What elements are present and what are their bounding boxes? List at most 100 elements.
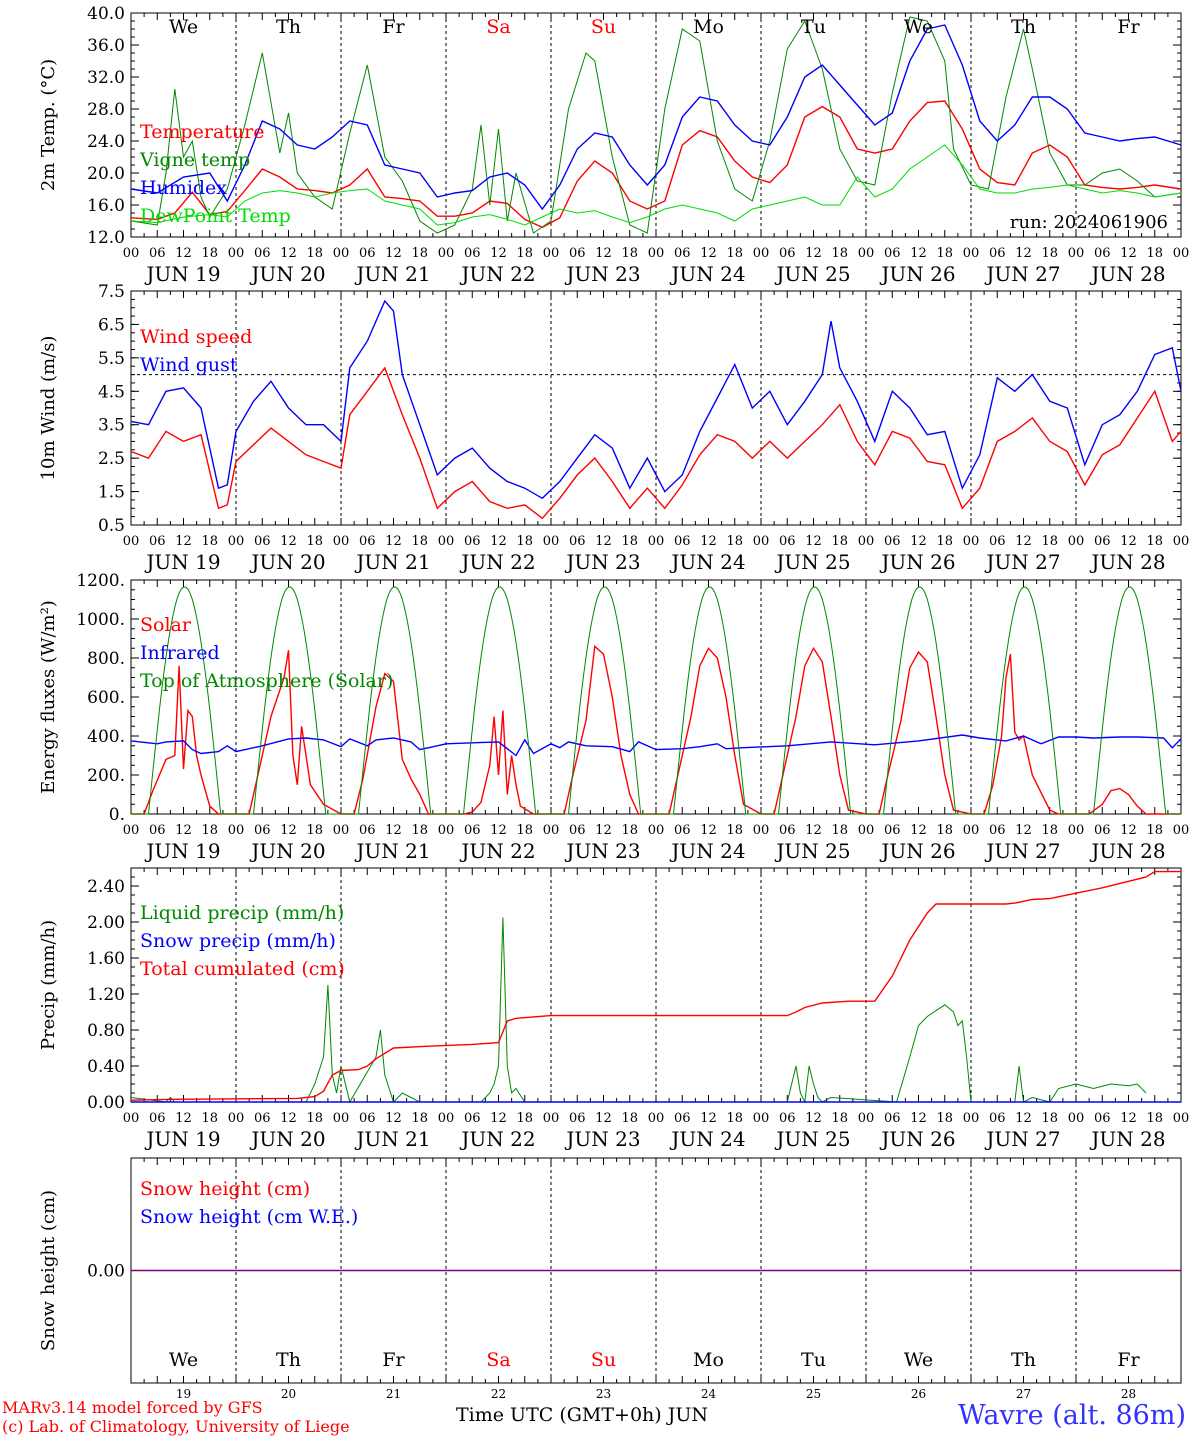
date-label: JUN 22 bbox=[459, 262, 535, 286]
y-tick-label: 7.5 bbox=[98, 282, 125, 302]
hour-tick-label: 06 bbox=[149, 534, 166, 549]
day-name-top: Mo bbox=[693, 16, 724, 38]
hour-tick-label: 12 bbox=[700, 534, 717, 549]
hour-tick-label: 06 bbox=[989, 534, 1006, 549]
y-tick-label: 1.60 bbox=[87, 949, 125, 969]
location-label: Wavre (alt. 86m) bbox=[958, 1400, 1186, 1431]
hour-tick-label: 00 bbox=[1173, 1111, 1190, 1126]
y-tick-label: 1200. bbox=[76, 571, 125, 591]
hour-tick-label: 12 bbox=[805, 823, 822, 838]
y-tick-label: 200. bbox=[87, 766, 125, 786]
hour-tick-label: 12 bbox=[280, 534, 297, 549]
hour-tick-label: 12 bbox=[910, 246, 927, 261]
hour-tick-label: 00 bbox=[228, 246, 245, 261]
hour-tick-label: 00 bbox=[1068, 823, 1085, 838]
legend-entry: Snow height (cm W.E.) bbox=[140, 1206, 358, 1228]
hour-tick-label: 18 bbox=[621, 1111, 638, 1126]
hour-tick-label: 00 bbox=[1068, 246, 1085, 261]
hour-tick-label: 18 bbox=[1041, 246, 1058, 261]
day-name-top: We bbox=[169, 16, 198, 38]
y-tick-label: 2.5 bbox=[98, 449, 125, 469]
hour-tick-label: 06 bbox=[884, 246, 901, 261]
y-tick-label: 800. bbox=[87, 649, 125, 669]
y-tick-label: 0. bbox=[109, 805, 125, 825]
legend-entry: Infrared bbox=[140, 642, 220, 664]
hour-tick-label: 00 bbox=[1173, 246, 1190, 261]
hour-tick-label: 18 bbox=[936, 823, 953, 838]
hour-tick-label: 06 bbox=[359, 1111, 376, 1126]
hour-tick-label: 12 bbox=[490, 534, 507, 549]
hour-tick-label: 12 bbox=[805, 534, 822, 549]
hour-tick-label: 12 bbox=[595, 534, 612, 549]
hour-tick-label: 06 bbox=[569, 1111, 586, 1126]
plot-frame bbox=[130, 12, 1182, 238]
hour-tick-label: 12 bbox=[280, 823, 297, 838]
hour-tick-label: 18 bbox=[936, 534, 953, 549]
panel-4: 0.00 0.40 0.80 1.20 1.60 2.00 2.40 Precip (mm/h… bbox=[38, 867, 1190, 1151]
date-label: JUN 22 bbox=[459, 1127, 535, 1151]
hour-tick-label: 18 bbox=[831, 1111, 848, 1126]
hour-tick-label: 18 bbox=[516, 1111, 533, 1126]
hour-tick-label: 00 bbox=[228, 534, 245, 549]
hour-tick-label: 12 bbox=[910, 823, 927, 838]
hour-tick-label: 12 bbox=[595, 1111, 612, 1126]
day-name-bottom: Th bbox=[276, 1349, 301, 1371]
hour-tick-label: 12 bbox=[175, 823, 192, 838]
day-name-bottom: We bbox=[904, 1349, 933, 1371]
day-number-label: 25 bbox=[806, 1387, 821, 1401]
date-label: JUN 19 bbox=[144, 1127, 220, 1151]
day-name-top: Th bbox=[276, 16, 301, 38]
hour-tick-label: 06 bbox=[674, 534, 691, 549]
y-tick-label: 1000. bbox=[76, 610, 125, 630]
y-axis-label: Energy fluxes (W/m²) bbox=[38, 600, 59, 794]
date-label: JUN 28 bbox=[1089, 839, 1165, 863]
day-number-label: 26 bbox=[911, 1387, 926, 1401]
date-label: JUN 24 bbox=[669, 550, 745, 574]
hour-tick-label: 18 bbox=[1041, 823, 1058, 838]
hour-tick-label: 18 bbox=[1146, 823, 1163, 838]
model-credit: MARv3.14 model forced by GFS (c) Lab. of… bbox=[2, 1398, 350, 1436]
y-axis-label: Precip (mm/h) bbox=[38, 920, 59, 1050]
legend-entry: Liquid precip (mm/h) bbox=[140, 902, 344, 924]
hour-tick-label: 12 bbox=[280, 246, 297, 261]
y-tick-label: 2.40 bbox=[87, 877, 125, 897]
hour-tick-label: 06 bbox=[569, 246, 586, 261]
series-line-wind-gust bbox=[130, 299, 1182, 500]
panel-3: 0. 200. 400. 600. 800. 1000. 1200. Energy fluxe… bbox=[38, 571, 1189, 863]
hour-tick-label: 00 bbox=[648, 823, 665, 838]
run-label: run: 2024061906 bbox=[1010, 212, 1168, 233]
hour-tick-label: 06 bbox=[359, 246, 376, 261]
hour-tick-label: 06 bbox=[149, 1111, 166, 1126]
hour-tick-label: 12 bbox=[385, 823, 402, 838]
day-name-bottom: We bbox=[169, 1349, 198, 1371]
y-tick-label: 2.00 bbox=[87, 913, 125, 933]
hour-tick-label: 06 bbox=[254, 246, 271, 261]
hour-tick-label: 00 bbox=[963, 246, 980, 261]
hour-tick-label: 18 bbox=[1146, 1111, 1163, 1126]
date-label: JUN 20 bbox=[249, 550, 325, 574]
day-name-top: Fr bbox=[382, 16, 405, 38]
hour-tick-label: 00 bbox=[1068, 534, 1085, 549]
hour-tick-label: 18 bbox=[411, 1111, 428, 1126]
panel-1: 12.0 16.0 20.0 24.0 28.0 32.0 36.0 40.0 2m Temp.… bbox=[38, 4, 1189, 286]
hour-tick-label: 06 bbox=[989, 823, 1006, 838]
hour-tick-label: 00 bbox=[1068, 1111, 1085, 1126]
hour-tick-label: 00 bbox=[543, 1111, 560, 1126]
series-line-top-of-atmosphere-solar- bbox=[131, 586, 1181, 815]
hour-tick-label: 12 bbox=[385, 246, 402, 261]
legend-entry: Snow height (cm) bbox=[140, 1178, 310, 1200]
y-tick-label: 6.5 bbox=[98, 315, 125, 335]
hour-tick-label: 18 bbox=[1146, 246, 1163, 261]
hour-tick-label: 18 bbox=[831, 246, 848, 261]
y-tick-label: 4.5 bbox=[98, 382, 125, 402]
hour-tick-label: 18 bbox=[1146, 534, 1163, 549]
hour-tick-label: 00 bbox=[753, 534, 770, 549]
hour-tick-label: 06 bbox=[884, 823, 901, 838]
y-tick-label: 0.80 bbox=[87, 1021, 125, 1041]
hour-tick-label: 06 bbox=[464, 823, 481, 838]
hour-tick-label: 00 bbox=[753, 823, 770, 838]
hour-tick-label: 06 bbox=[359, 534, 376, 549]
hour-tick-label: 00 bbox=[123, 246, 140, 261]
y-tick-label: 0.00 bbox=[87, 1262, 125, 1282]
